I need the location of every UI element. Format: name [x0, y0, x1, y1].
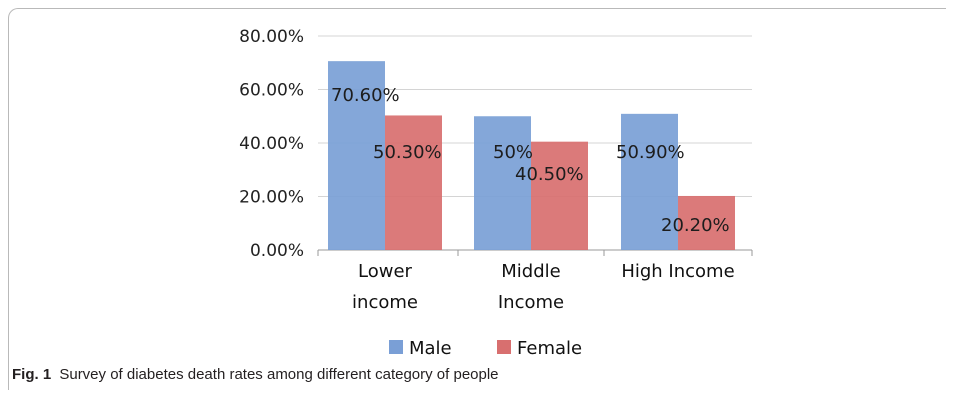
bars — [328, 61, 735, 250]
legend-swatch-male — [389, 340, 403, 354]
x-category-label: Lower — [358, 261, 413, 282]
legend-label-male: Male — [409, 338, 452, 359]
x-category-label: Income — [498, 292, 564, 313]
data-label-female: 40.50% — [515, 164, 584, 185]
x-axis-category-labels: Lower income Middle Income High Income — [352, 261, 735, 313]
bar-male — [328, 61, 385, 250]
y-tick-label: 80.00% — [239, 27, 304, 47]
y-tick-label: 60.00% — [239, 81, 304, 101]
bar-female — [678, 195, 735, 250]
data-label-male: 50% — [493, 142, 533, 163]
bar-female — [385, 115, 442, 250]
y-tick-label: 20.00% — [239, 188, 304, 208]
x-category-label: High Income — [621, 261, 734, 282]
y-tick-label: 0.00% — [250, 241, 304, 261]
data-label-male: 70.60% — [331, 85, 400, 106]
data-label-female: 20.20% — [661, 215, 730, 236]
figure-frame — [8, 8, 946, 390]
y-axis-tick-labels: 0.00% 20.00% 40.00% 60.00% 80.00% — [239, 27, 304, 261]
legend-label-female: Female — [517, 338, 582, 359]
data-label-female: 50.30% — [373, 142, 442, 163]
bar-female — [531, 141, 588, 250]
data-label-male: 50.90% — [616, 142, 685, 163]
y-tick-label: 40.00% — [239, 134, 304, 154]
bar-male — [621, 113, 678, 250]
x-category-label: Middle — [501, 261, 560, 282]
bar-male — [474, 116, 531, 250]
figure-number: Fig. 1 — [12, 366, 52, 383]
caption-text: Survey of diabetes death rates among dif… — [59, 366, 499, 383]
legend-swatch-female — [497, 340, 511, 354]
legend: Male Female — [389, 338, 582, 359]
data-labels: 70.60% 50.30% 50%40.50% 50.90% 20.20% — [331, 85, 730, 236]
figure-caption: Fig. 1 Survey of diabetes death rates am… — [12, 366, 499, 383]
x-category-label: income — [352, 292, 418, 313]
